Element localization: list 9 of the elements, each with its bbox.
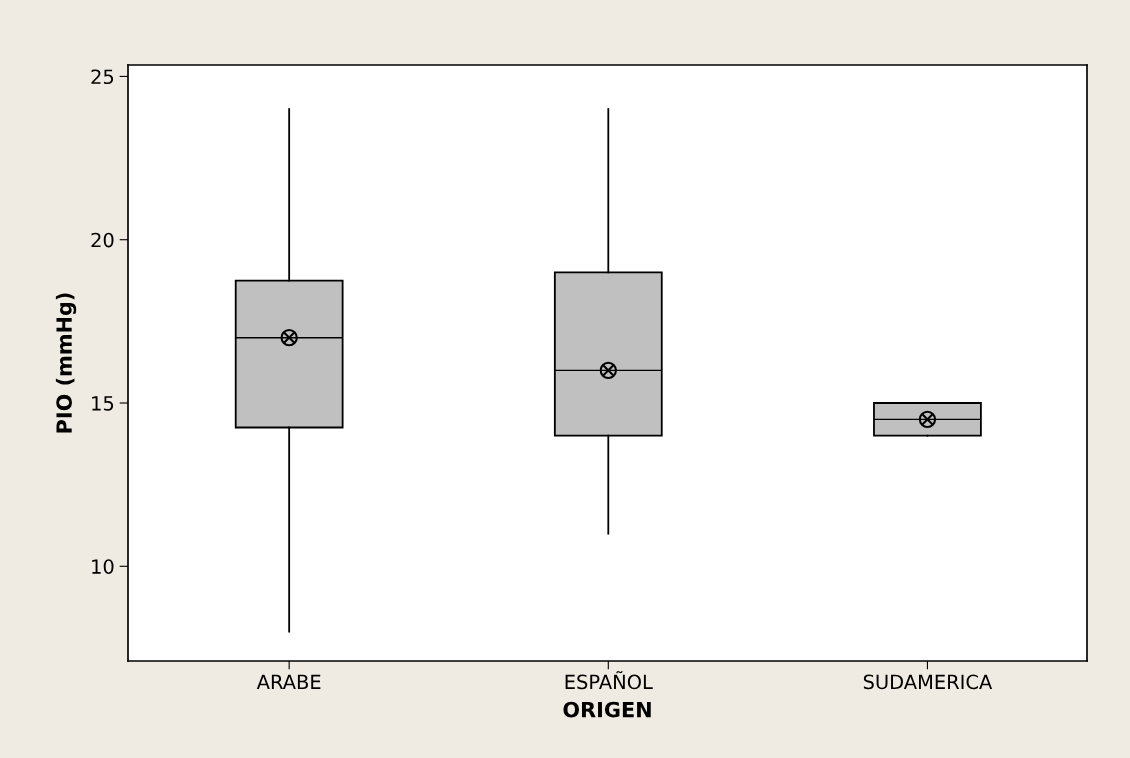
y-tick-label: 15 xyxy=(92,396,114,411)
y-tick-label: 25 xyxy=(91,69,114,85)
y-axis-title: PIO (mmHg) xyxy=(55,293,77,433)
y-tick-label: 10 xyxy=(92,559,114,574)
x-tick-label: ESPAÑOL xyxy=(565,671,653,690)
x-tick-label: ARABE xyxy=(256,674,321,689)
x-axis-title: ORIGEN xyxy=(563,701,651,718)
x-tick-label: SUDAMERICA xyxy=(863,674,993,690)
y-tick-label: 20 xyxy=(91,232,114,248)
